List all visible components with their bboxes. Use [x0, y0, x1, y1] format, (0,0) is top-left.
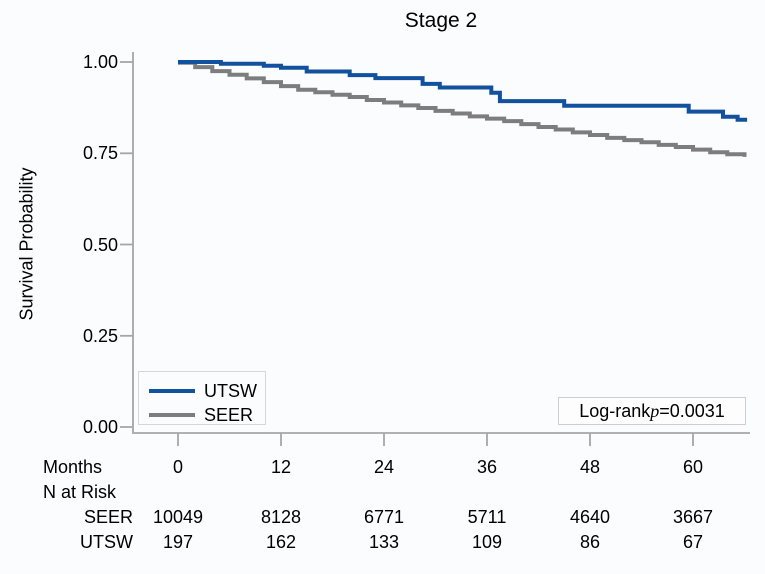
x-tick-label: 48: [579, 457, 600, 477]
x-axis-label-months: Months: [43, 457, 103, 477]
legend-item-utsw: UTSW: [149, 379, 257, 403]
risk-row-label-utsw: UTSW: [80, 532, 133, 552]
logrank-prefix: Log-rank: [579, 401, 651, 421]
x-tick-label: 36: [476, 457, 497, 477]
risk-count: 133: [368, 532, 400, 552]
x-tick-label: 12: [270, 457, 291, 477]
risk-count: 4640: [569, 507, 611, 527]
axis-lines: [132, 52, 750, 434]
risk-count: 5711: [467, 507, 507, 527]
y-tick-label: 0.75: [82, 143, 118, 164]
risk-count: 109: [471, 532, 503, 552]
y-axis-title: Survival Probability: [16, 167, 37, 321]
legend-line-utsw: [149, 389, 195, 393]
risk-count: 86: [579, 532, 600, 552]
risk-count: 10049: [152, 507, 204, 527]
y-tick-label: 1.00: [82, 52, 118, 72]
logrank-annotation: Log-rankp=0.0031: [558, 397, 746, 425]
y-tick-label: 0.50: [82, 234, 118, 255]
y-tick-label: 0.25: [82, 325, 118, 346]
x-tick-label: 0: [172, 457, 184, 477]
risk-row-label-seer: SEER: [83, 507, 133, 527]
x-tick-label: 24: [373, 457, 394, 477]
legend-label: SEER: [204, 405, 254, 425]
legend-label: UTSW: [204, 381, 257, 401]
legend-item-seer: SEER: [149, 403, 255, 427]
legend-line-seer: [149, 413, 195, 417]
chart-title: Stage 2: [404, 9, 478, 32]
risk-count: 3667: [672, 507, 714, 527]
risk-table-header: N at Risk: [43, 482, 117, 502]
risk-count: 6771: [363, 507, 405, 527]
curve-utsw: [178, 60, 748, 122]
logrank-p-symbol: p: [650, 401, 660, 421]
risk-count: 67: [682, 532, 703, 552]
risk-count: 162: [265, 532, 297, 552]
risk-count: 8128: [260, 507, 302, 527]
y-tick-label: 0.00: [82, 417, 118, 437]
logrank-value: =0.0031: [659, 401, 725, 421]
x-tick-label: 60: [682, 457, 703, 477]
curve-seer: [178, 60, 747, 157]
risk-count: 197: [162, 532, 194, 552]
legend: UTSW SEER: [138, 371, 266, 425]
